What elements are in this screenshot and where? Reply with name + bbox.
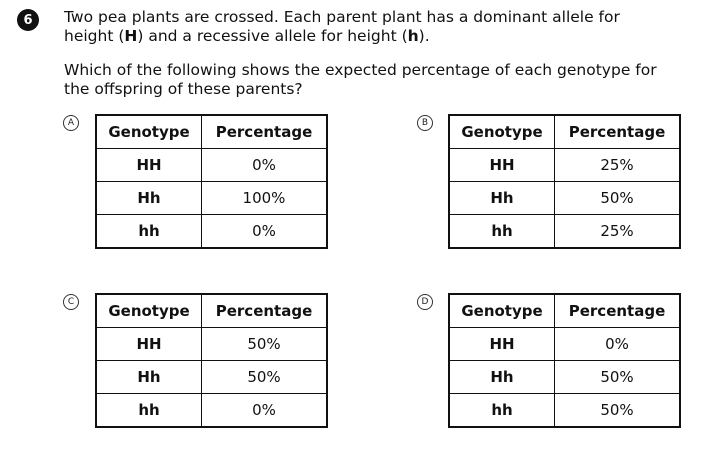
percentage-cell: 0% bbox=[554, 327, 681, 361]
question-line-1: Two pea plants are crossed. Each parent … bbox=[64, 8, 620, 26]
genotype-cell: HH bbox=[448, 327, 555, 361]
genotype-cell: hh bbox=[448, 393, 555, 428]
percentage-cell: 50% bbox=[554, 181, 681, 215]
percentage-cell: 0% bbox=[201, 393, 328, 428]
question-prompt: Which of the following shows the expecte… bbox=[64, 61, 694, 99]
question-line-2-e: ). bbox=[418, 27, 430, 45]
genotype-header: Genotype bbox=[95, 114, 202, 149]
prompt-line-1: Which of the following shows the expecte… bbox=[64, 61, 657, 79]
option-b-table: Genotype Percentage HH 25% Hh 50% hh 25% bbox=[448, 114, 681, 249]
percentage-cell: 100% bbox=[201, 181, 328, 215]
genotype-cell: Hh bbox=[448, 181, 555, 215]
question-line-2-c: ) and a recessive allele for height ( bbox=[137, 27, 408, 45]
dominant-allele: H bbox=[124, 27, 138, 45]
genotype-cell: HH bbox=[95, 327, 202, 361]
percentage-cell: 0% bbox=[201, 148, 328, 182]
question-line-2-a: height ( bbox=[64, 27, 125, 45]
genotype-header: Genotype bbox=[448, 114, 555, 149]
genotype-header: Genotype bbox=[95, 293, 202, 328]
table-row: Hh 100% bbox=[95, 181, 328, 215]
table-row: hh 0% bbox=[95, 393, 328, 428]
genotype-cell: Hh bbox=[448, 360, 555, 394]
option-a-letter[interactable]: A bbox=[63, 115, 79, 131]
recessive-allele: h bbox=[407, 27, 419, 45]
table-row: HH 25% bbox=[448, 148, 681, 182]
table-row: HH 50% bbox=[95, 327, 328, 361]
prompt-line-2: the offspring of these parents? bbox=[64, 80, 303, 98]
table-row: HH 0% bbox=[448, 327, 681, 361]
table-header-row: Genotype Percentage bbox=[95, 114, 328, 149]
genotype-header: Genotype bbox=[448, 293, 555, 328]
question-number-badge: 6 bbox=[17, 9, 39, 31]
option-b-letter[interactable]: B bbox=[417, 115, 433, 131]
percentage-cell: 50% bbox=[201, 360, 328, 394]
table-row: HH 0% bbox=[95, 148, 328, 182]
table-row: Hh 50% bbox=[448, 360, 681, 394]
percentage-cell: 50% bbox=[201, 327, 328, 361]
option-c-table: Genotype Percentage HH 50% Hh 50% hh 0% bbox=[95, 293, 328, 428]
option-d-letter[interactable]: D bbox=[417, 294, 433, 310]
question-text: Two pea plants are crossed. Each parent … bbox=[64, 8, 694, 46]
table-row: hh 0% bbox=[95, 214, 328, 249]
question-stem: Two pea plants are crossed. Each parent … bbox=[64, 8, 694, 114]
table-row: hh 25% bbox=[448, 214, 681, 249]
table-header-row: Genotype Percentage bbox=[448, 293, 681, 328]
genotype-cell: hh bbox=[95, 214, 202, 249]
percentage-cell: 25% bbox=[554, 214, 681, 249]
percentage-cell: 50% bbox=[554, 360, 681, 394]
genotype-cell: hh bbox=[448, 214, 555, 249]
table-row: Hh 50% bbox=[448, 181, 681, 215]
percentage-header: Percentage bbox=[554, 114, 681, 149]
genotype-cell: hh bbox=[95, 393, 202, 428]
option-c-letter[interactable]: C bbox=[63, 294, 79, 310]
genotype-cell: HH bbox=[448, 148, 555, 182]
option-a-table: Genotype Percentage HH 0% Hh 100% hh 0% bbox=[95, 114, 328, 249]
percentage-header: Percentage bbox=[201, 293, 328, 328]
percentage-cell: 50% bbox=[554, 393, 681, 428]
genotype-cell: Hh bbox=[95, 360, 202, 394]
table-row: Hh 50% bbox=[95, 360, 328, 394]
table-header-row: Genotype Percentage bbox=[448, 114, 681, 149]
percentage-cell: 25% bbox=[554, 148, 681, 182]
table-header-row: Genotype Percentage bbox=[95, 293, 328, 328]
genotype-cell: Hh bbox=[95, 181, 202, 215]
genotype-cell: HH bbox=[95, 148, 202, 182]
table-row: hh 50% bbox=[448, 393, 681, 428]
percentage-header: Percentage bbox=[201, 114, 328, 149]
option-d-table: Genotype Percentage HH 0% Hh 50% hh 50% bbox=[448, 293, 681, 428]
percentage-header: Percentage bbox=[554, 293, 681, 328]
percentage-cell: 0% bbox=[201, 214, 328, 249]
